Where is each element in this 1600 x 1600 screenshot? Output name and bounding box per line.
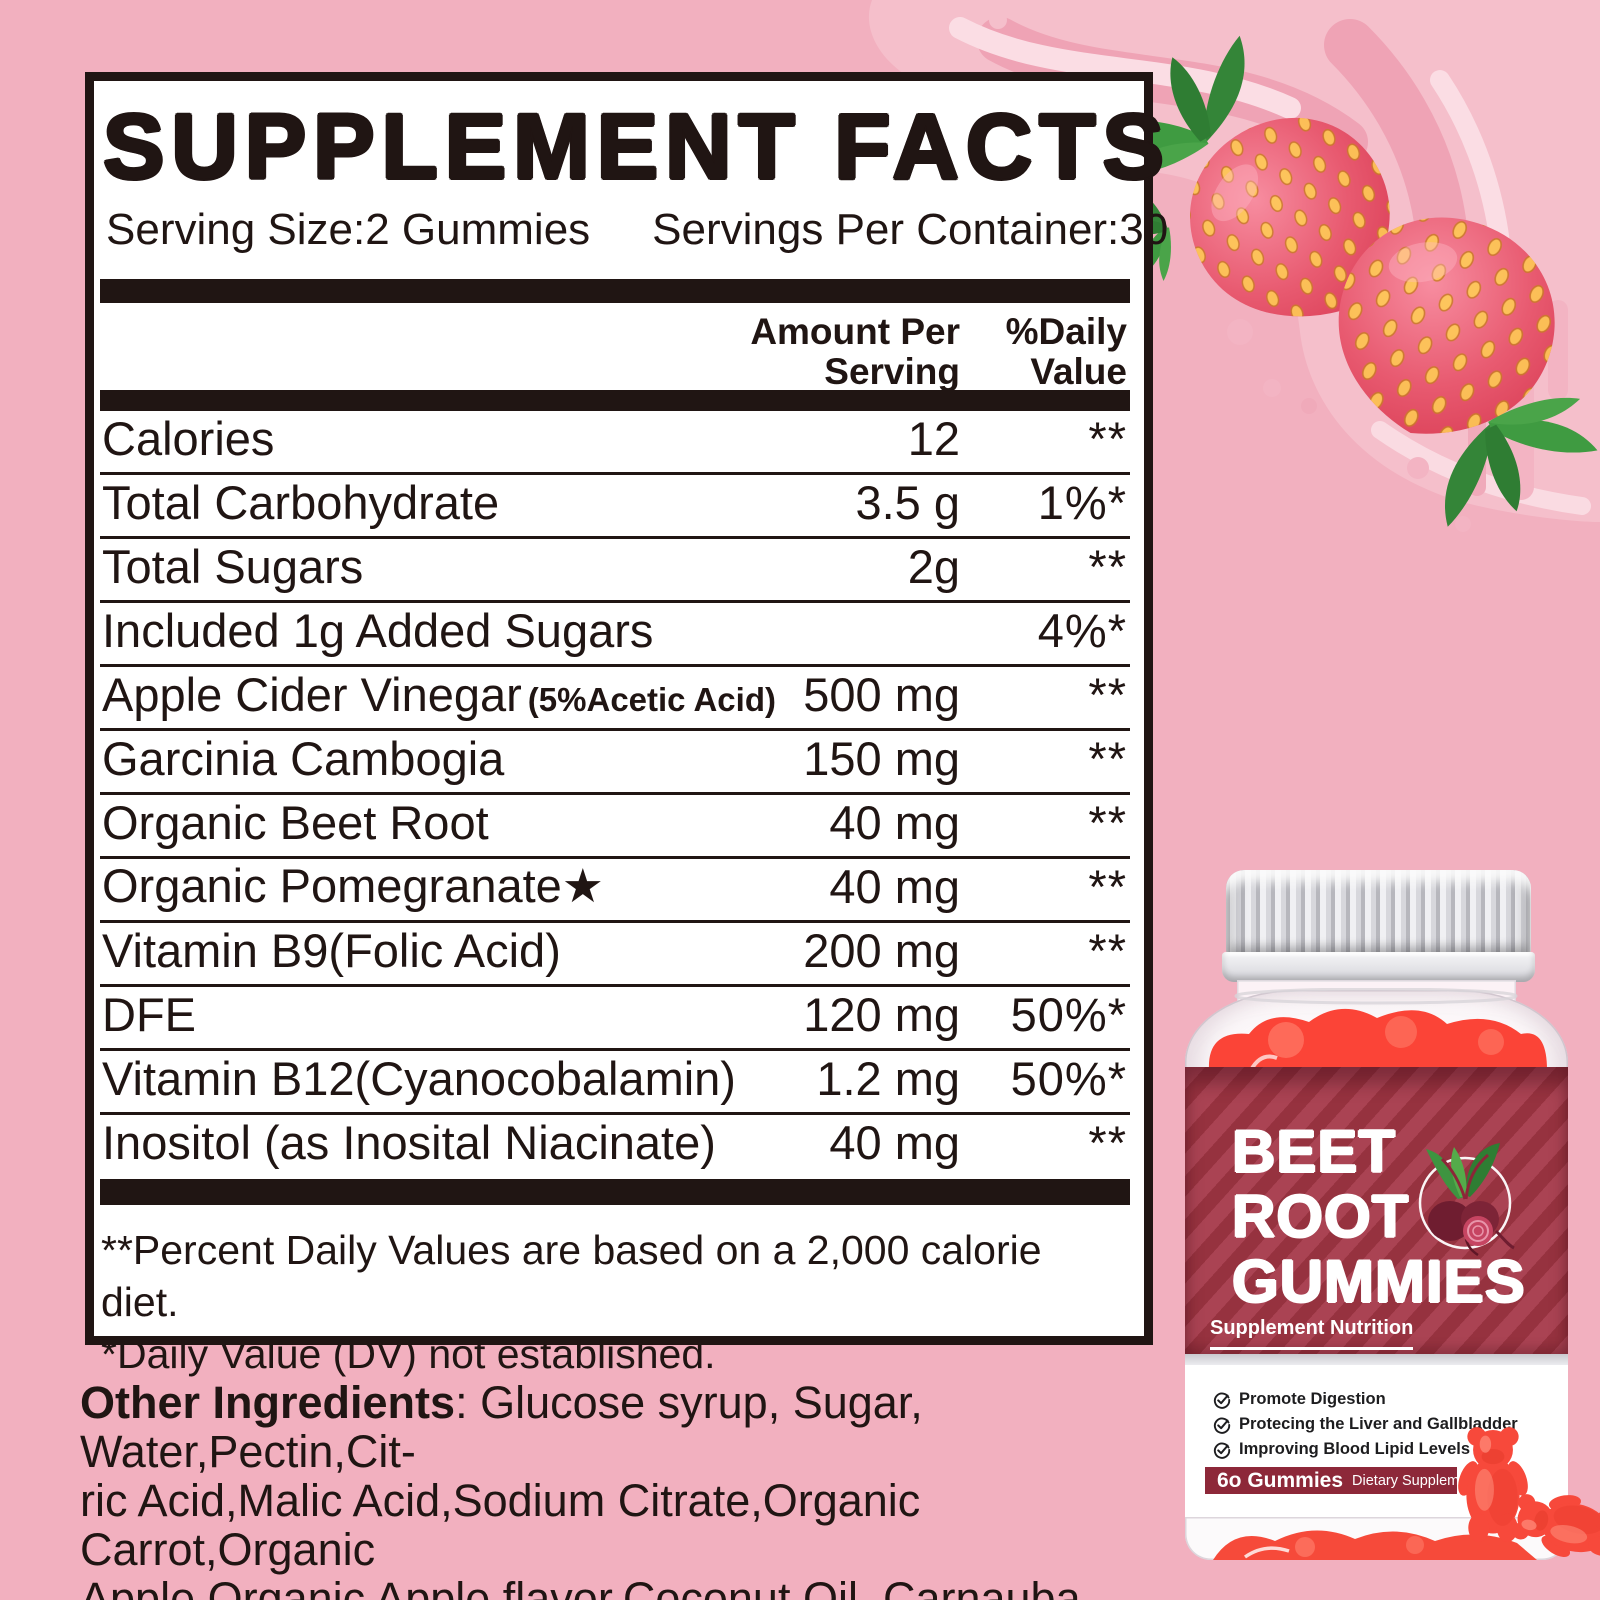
product-bottle: BEET ROOT GUMMIES Supplement Nutrition [1185,868,1568,1560]
check-circle-icon [1213,1442,1231,1459]
gummies-in-bottle [1213,1530,1537,1560]
serving-info: Serving Size:2 Gummies Servings Per Cont… [106,205,1168,255]
bottle-cap [1226,870,1531,954]
table-row: Inositol (as Inosital Niacinate) 40 mg *… [102,1116,1127,1169]
bottle-cap-band [1222,952,1535,982]
facts-title: SUPPLEMENT FACTS [103,96,1171,198]
supplement-facts-panel: SUPPLEMENT FACTS Serving Size:2 Gummies … [85,72,1168,1377]
table-row: DFE 120 mg 50%* [100,987,1130,1051]
table-row: Total Sugars 2g ** [100,539,1130,603]
pink-splash-art [868,0,1600,541]
daily-value-header: %Daily Value [1005,311,1127,392]
footnotes: **Percent Daily Values are based on a 2,… [101,1224,1130,1380]
divider-bar [100,390,1130,411]
divider-bar [100,279,1130,303]
nutrient-table: Calories 12 ** Total Carbohydrate 3.5 g … [100,411,1130,1176]
other-ingredients-label: Other Ingredients [80,1377,456,1428]
benefit-item: Protecing the Liver and Gallbladder [1213,1412,1518,1437]
label-tagline: Supplement Nutrition [1210,1317,1414,1350]
amount-per-serving-header: Amount Per Serving [750,311,960,392]
gummies-in-bottle [1208,988,1547,1070]
table-row: Vitamin B9(Folic Acid) 200 mg ** [100,923,1130,987]
table-row: Apple Cider Vinegar (5%Acetic Acid) 500 m… [100,667,1130,731]
check-circle-icon [1213,1417,1231,1434]
brand-name: BEET ROOT GUMMIES [1232,1118,1526,1315]
bottle-label: BEET ROOT GUMMIES Supplement Nutrition [1185,1067,1568,1354]
table-row: Vitamin B12(Cyanocobalamin) 1.2 mg 50%* [100,1051,1130,1115]
count-band: 6o Gummies Dietary Supplement [1205,1467,1479,1494]
serving-size: Serving Size:2 Gummies [106,205,591,254]
table-row: Organic Pomegranate★ 40 mg ** [100,859,1130,923]
bottle-opening [1234,988,1518,1005]
dietary-supplement-label: Dietary Supplement [1352,1472,1480,1489]
footnote-dv: *Daily Value (DV) not established. [101,1331,716,1377]
footnote-daily-values: **Percent Daily Values are based on a 2,… [101,1227,1042,1325]
beet-icon [1418,1143,1515,1257]
label-divider-strip [1185,1354,1568,1365]
table-row: Total Carbohydrate 3.5 g 1%* [100,475,1130,539]
gummy-bear-icon [1454,1427,1600,1560]
gummies-count: 6o Gummies [1217,1468,1344,1492]
servings-per-container: Servings Per Container:30 [652,205,1169,254]
table-row: Organic Beet Root 40 mg ** [100,795,1130,859]
other-ingredients: Other Ingredients: Glucose syrup, Sugar,… [80,1377,1081,1600]
column-headers: Amount Per Serving %Daily Value [100,312,1130,410]
table-row: Garcinia Cambogia 150 mg ** [100,731,1130,795]
table-row: Calories 12 ** [100,411,1130,475]
table-row: Included 1g Added Sugars 4%* [100,603,1130,667]
benefit-item: Promote Digestion [1213,1387,1518,1412]
divider-bar [100,1179,1130,1205]
benefit-item: Improving Blood Lipid Levels [1213,1437,1518,1462]
check-circle-icon [1213,1392,1231,1409]
